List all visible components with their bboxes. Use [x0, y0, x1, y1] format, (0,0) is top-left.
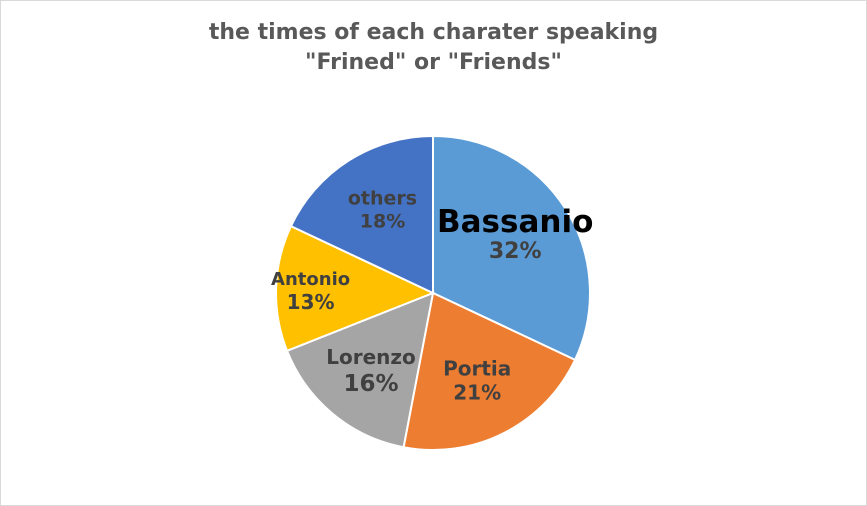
- pie-slices: [275, 134, 591, 451]
- slice-percent-others: 18%: [360, 211, 405, 233]
- chart-title: the times of each charater speaking "Fri…: [0, 18, 867, 78]
- pie-slice-others: [289, 134, 434, 295]
- slice-percent-bassanio: 32%: [489, 239, 542, 264]
- pie-slice-antonio: [275, 224, 436, 353]
- pie-slice-portia: [402, 291, 577, 451]
- slice-label-antonio: Antonio: [271, 269, 350, 290]
- slice-percent-lorenzo: 16%: [343, 371, 398, 397]
- slice-label-bassanio: Bassanio: [437, 204, 593, 240]
- slice-label-portia: Portia: [443, 357, 511, 381]
- chart-title-line-2: "Frined" or "Friends": [305, 50, 562, 75]
- slice-label-lorenzo: Lorenzo: [326, 345, 416, 369]
- slice-label-others: others: [348, 188, 417, 210]
- slice-percent-portia: 21%: [453, 381, 501, 405]
- slice-percent-antonio: 13%: [287, 290, 335, 314]
- chart-title-line-1: the times of each charater speaking: [208, 20, 659, 45]
- pie-slice-lorenzo: [285, 291, 435, 449]
- pie-slice-bassanio: [432, 134, 591, 362]
